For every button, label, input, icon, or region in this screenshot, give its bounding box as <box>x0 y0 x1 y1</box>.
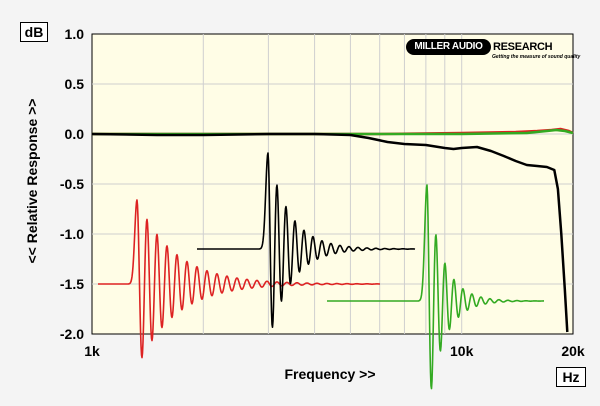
impulse-response-insets <box>97 152 545 390</box>
y-tick-label: -1.5 <box>60 276 84 292</box>
y-axis-label: << Relative Response >> <box>24 98 40 264</box>
y-tick-label: 0.5 <box>65 76 85 92</box>
logo-badge: MILLER AUDIO <box>406 39 491 55</box>
x-tick-label: 20k <box>561 343 585 359</box>
y-tick-label: -2.0 <box>60 326 84 342</box>
y-tick-label: -0.5 <box>60 176 84 192</box>
x-tick-label: 10k <box>450 343 474 359</box>
x-tick-label: 1k <box>84 343 100 359</box>
logo-wordmark: RESEARCH <box>493 41 553 53</box>
green-response-trace <box>92 128 574 136</box>
y-unit-label: dB <box>20 22 48 42</box>
green-impulse-response <box>326 184 545 390</box>
black-impulse-response <box>196 152 416 329</box>
y-tick-label: -1.0 <box>60 226 84 242</box>
black-response-trace <box>91 132 569 333</box>
tick-labels: 1.0 0.5 0.0 -0.5 -1.0 -1.5 -2.01k 10k 20k <box>60 26 585 359</box>
red-impulse-response <box>97 199 381 359</box>
y-tick-label: 0.0 <box>65 126 85 142</box>
y-tick-label: 1.0 <box>65 26 85 42</box>
logo-tagline: Getting the measure of sound quality <box>492 54 581 60</box>
response-traces <box>91 127 574 333</box>
grid-lines <box>92 34 573 334</box>
miller-audio-research-logo: MILLER AUDIO RESEARCH Getting the measur… <box>406 38 580 64</box>
x-unit-label: Hz <box>556 367 586 387</box>
x-axis-label: Frequency >> <box>284 366 376 382</box>
